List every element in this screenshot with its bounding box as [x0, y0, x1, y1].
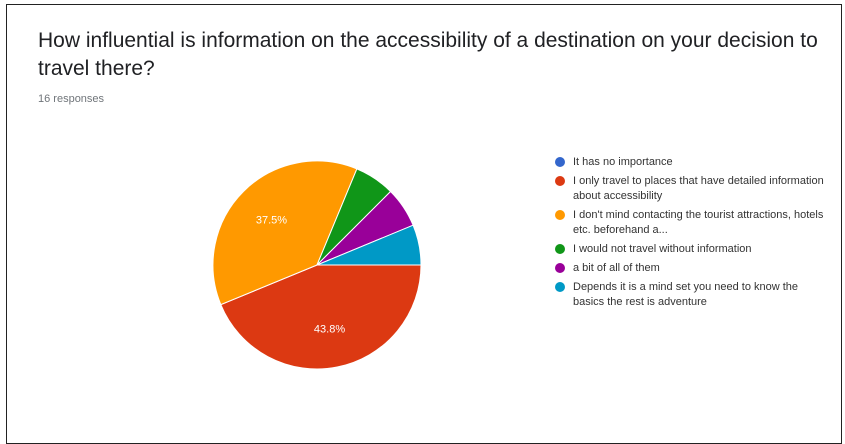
legend-dot-icon — [555, 210, 565, 220]
legend: It has no importance I only travel to pla… — [555, 155, 825, 314]
slice-label: 43.8% — [314, 323, 345, 335]
legend-dot-icon — [555, 282, 565, 292]
legend-label: I only travel to places that have detail… — [573, 175, 824, 202]
pie-chart: 43.8% 37.5% — [212, 160, 422, 370]
legend-item: I only travel to places that have detail… — [555, 174, 825, 204]
legend-dot-icon — [555, 176, 565, 186]
legend-item: I would not travel without information — [555, 242, 825, 257]
legend-label: It has no importance — [573, 156, 673, 168]
legend-label: Depends it is a mind set you need to kno… — [573, 281, 799, 308]
pie-slice — [220, 264, 422, 370]
legend-label: I don't mind contacting the tourist attr… — [573, 209, 824, 236]
slice-label: 37.5% — [256, 214, 287, 226]
legend-label: a bit of all of them — [573, 262, 660, 274]
legend-label: I would not travel without information — [573, 243, 752, 255]
legend-item: Depends it is a mind set you need to kno… — [555, 280, 825, 310]
legend-item: I don't mind contacting the tourist attr… — [555, 208, 825, 238]
response-count: 16 responses — [38, 93, 105, 105]
legend-item: It has no importance — [555, 155, 825, 170]
pie-slice — [212, 160, 358, 306]
pie-slice — [316, 224, 422, 266]
question-title: How influential is information on the ac… — [38, 29, 818, 80]
legend-dot-icon — [555, 263, 565, 273]
question-card: How influential is information on the ac… — [6, 4, 842, 444]
legend-dot-icon — [555, 244, 565, 254]
legend-item: a bit of all of them — [555, 261, 825, 276]
legend-dot-icon — [555, 157, 565, 167]
